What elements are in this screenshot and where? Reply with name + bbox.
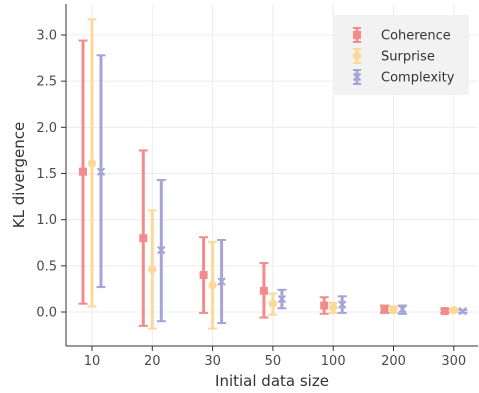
data-point [337, 300, 347, 309]
y-tick-label: 1.0 [36, 213, 57, 228]
data-point [148, 265, 157, 274]
legend-label: Coherence [381, 29, 451, 44]
data-point [199, 271, 208, 280]
y-tick-label: 0.0 [36, 306, 57, 321]
data-point [87, 159, 97, 168]
data-point [208, 281, 217, 290]
legend-item: Complexity [352, 69, 455, 86]
x-tick-label: 10 [84, 354, 101, 369]
marker-stroke [337, 300, 347, 309]
data-point [157, 245, 166, 255]
data-point [329, 303, 338, 312]
axes [65, 4, 478, 347]
series-complexity [96, 54, 468, 325]
data-point [96, 167, 106, 176]
series-surprise [87, 18, 459, 330]
data-point [398, 305, 407, 314]
legend-item: Surprise [352, 48, 435, 65]
legend-box [333, 15, 469, 95]
y-tick-label: 2.0 [36, 121, 57, 136]
x-tick-label: 50 [265, 354, 282, 369]
series-coherence [78, 39, 450, 327]
y-tick-label: 2.5 [36, 75, 57, 90]
y-tick-label: 0.5 [36, 259, 57, 274]
legend: Coherence Surprise Complexity [333, 15, 469, 95]
marker-stroke [398, 305, 407, 314]
data-point [389, 305, 398, 314]
marker-stroke [217, 277, 226, 286]
data-point [79, 167, 87, 176]
series [78, 18, 468, 330]
legend-item: Coherence [353, 27, 451, 44]
data-point [440, 307, 449, 316]
legend-label: Complexity [381, 71, 455, 86]
y-ticks: 0.0 0.5 1.0 1.5 2.0 2.5 3.0 [36, 29, 66, 321]
legend-marker [353, 31, 361, 39]
data-point [139, 234, 148, 243]
x-axis-label: Initial data size [215, 372, 329, 390]
marker-stroke [277, 294, 287, 304]
x-tick-label: 30 [204, 354, 221, 369]
data-point [259, 286, 268, 295]
data-point [449, 305, 458, 315]
marker-stroke [352, 72, 362, 82]
marker-stroke [458, 306, 468, 316]
legend-label: Surprise [381, 50, 435, 65]
legend-marker [352, 51, 362, 61]
y-tick-label: 1.5 [36, 167, 57, 182]
y-tick-label: 3.0 [36, 29, 57, 44]
data-point [458, 306, 468, 316]
data-point [277, 294, 287, 304]
legend-marker [352, 72, 362, 82]
data-point [320, 301, 329, 310]
marker-stroke [96, 167, 106, 176]
data-point [380, 305, 389, 314]
y-axis-label: KL divergence [10, 122, 28, 228]
x-tick-label: 20 [144, 354, 161, 369]
marker-stroke [157, 245, 166, 255]
x-tick-label: 100 [321, 354, 346, 369]
x-tick-label: 300 [441, 354, 466, 369]
data-point [268, 299, 278, 308]
x-tick-label: 200 [381, 354, 406, 369]
data-point [217, 277, 226, 286]
x-ticks: 10 20 30 50 100 200 300 [84, 346, 466, 369]
